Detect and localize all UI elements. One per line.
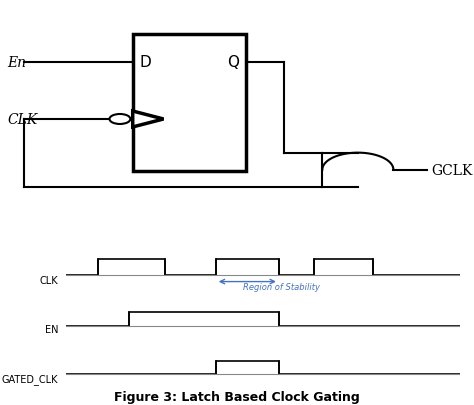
Text: D: D (140, 55, 152, 70)
Text: CLK: CLK (7, 113, 37, 127)
Bar (133, 35, 246, 171)
Polygon shape (133, 112, 164, 128)
Text: EN: EN (45, 324, 58, 335)
Text: Figure 3: Latch Based Clock Gating: Figure 3: Latch Based Clock Gating (114, 390, 360, 403)
Text: CLK: CLK (40, 275, 58, 285)
Circle shape (109, 115, 130, 125)
Text: GATED_CLK: GATED_CLK (2, 373, 58, 384)
Text: GCLK: GCLK (431, 163, 473, 177)
Text: En: En (7, 55, 26, 70)
Text: Region of Stability: Region of Stability (244, 283, 320, 292)
Text: Q: Q (228, 55, 239, 70)
